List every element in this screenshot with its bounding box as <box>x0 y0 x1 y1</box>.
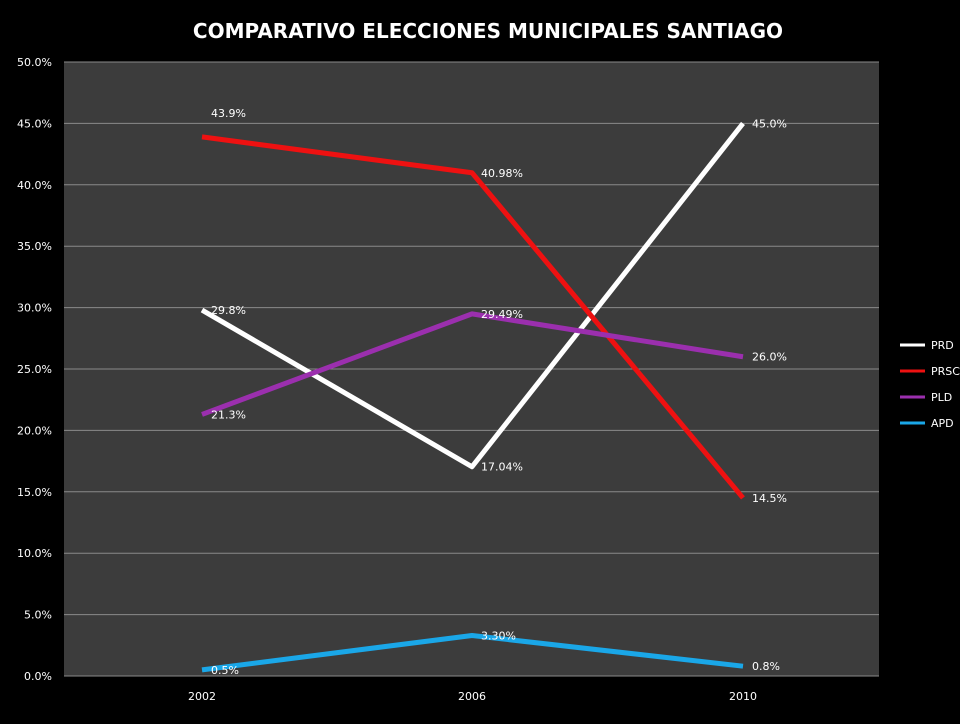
series-line-pld <box>201 311 744 417</box>
legend-label: PRD <box>931 339 954 352</box>
data-label: 26.0% <box>752 351 787 364</box>
data-label: 45.0% <box>752 117 787 130</box>
series-line-apd <box>201 632 744 673</box>
data-label: 40.98% <box>481 167 523 180</box>
x-tick-label: 2010 <box>729 690 757 703</box>
x-axis: 2002 2006 2010 <box>188 690 757 703</box>
data-label: 29.49% <box>481 308 523 321</box>
legend-label: PLD <box>931 391 952 404</box>
gridlines <box>64 61 879 677</box>
chart-title: COMPARATIVO ELECCIONES MUNICIPALES SANTI… <box>193 19 783 43</box>
series-lines <box>200 121 745 673</box>
y-tick-label: 45.0% <box>17 117 52 130</box>
x-tick-label: 2002 <box>188 690 216 703</box>
data-label: 0.5% <box>211 664 239 677</box>
y-axis: 0.0% 5.0% 10.0% 15.0% 20.0% 25.0% 30.0% 35.0% 40… <box>17 56 52 683</box>
data-label: 21.3% <box>211 408 246 421</box>
data-label: 43.9% <box>211 107 246 120</box>
legend-label: APD <box>931 417 954 430</box>
series-line-prsc <box>201 134 745 500</box>
y-tick-label: 35.0% <box>17 240 52 253</box>
y-tick-label: 0.0% <box>24 670 52 683</box>
data-label: 3.30% <box>481 629 516 642</box>
y-tick-label: 40.0% <box>17 179 52 192</box>
y-tick-label: 10.0% <box>17 547 52 560</box>
y-tick-label: 20.0% <box>17 424 52 437</box>
data-label: 29.8% <box>211 304 246 317</box>
y-tick-label: 15.0% <box>17 486 52 499</box>
data-label: 17.04% <box>481 461 523 474</box>
y-tick-label: 30.0% <box>17 302 52 315</box>
x-tick-label: 2006 <box>458 690 486 703</box>
y-tick-label: 50.0% <box>17 56 52 69</box>
legend: PRD PRSC PLD APD <box>900 339 960 430</box>
legend-label: PRSC <box>931 365 960 378</box>
y-tick-label: 5.0% <box>24 609 52 622</box>
data-labels: 29.8% 17.04% 45.0% 43.9% 40.98% 14.5% 21.3% 29.… <box>211 107 787 677</box>
data-label: 14.5% <box>752 492 787 505</box>
series-line-prd <box>200 121 745 470</box>
data-label: 0.8% <box>752 660 780 673</box>
y-tick-label: 25.0% <box>17 363 52 376</box>
